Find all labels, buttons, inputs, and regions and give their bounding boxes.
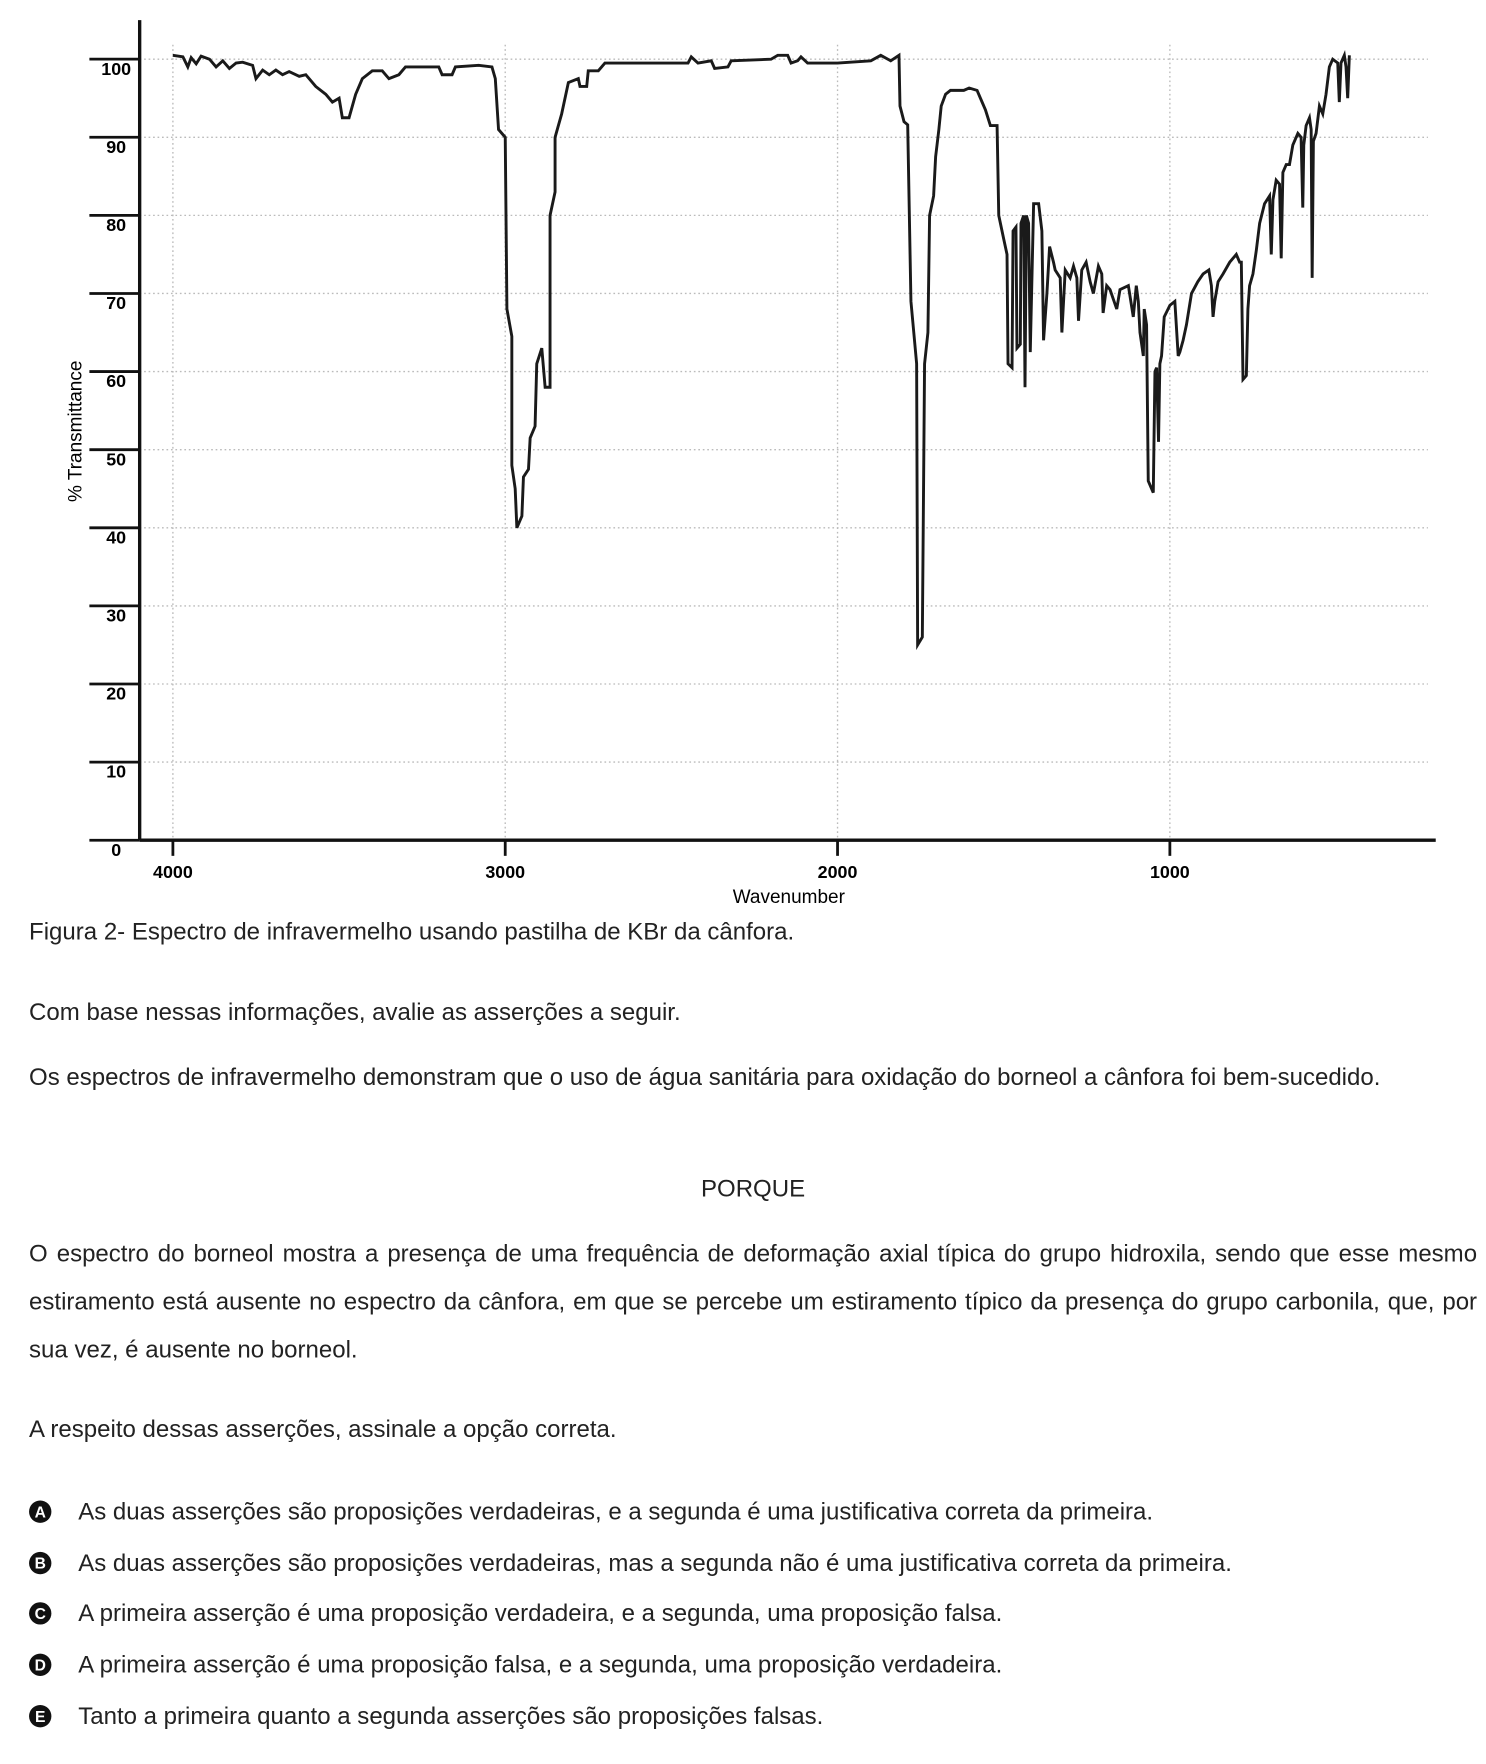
option-text: Tanto a primeira quanto a segunda asserç… — [78, 1702, 824, 1730]
option-letter: B — [29, 1551, 52, 1575]
option-text: As duas asserções são proposições verdad… — [78, 1498, 1154, 1526]
x-tick-label: 2000 — [818, 862, 858, 882]
option[interactable]: B As duas asserções são proposições verda… — [29, 1546, 1232, 1580]
y-tick-label: 70 — [106, 293, 126, 313]
y-tick-label: 0 — [111, 840, 121, 860]
connector: PORQUE — [701, 1175, 806, 1203]
y-tick-label: 20 — [106, 684, 126, 704]
option-letter: E — [29, 1704, 52, 1728]
intro: Com base nessas informações, avalie as a… — [29, 998, 681, 1026]
option[interactable]: C A primeira asserção é uma proposição ve… — [29, 1597, 1002, 1631]
option-text: As duas asserções são proposições verdad… — [78, 1549, 1232, 1577]
x-tick-label: 3000 — [485, 862, 525, 882]
option[interactable]: D A primeira asserção é uma proposição fa… — [29, 1648, 1002, 1682]
option[interactable]: A As duas asserções são proposições verda… — [29, 1495, 1153, 1529]
ir-spectrum-chart: Wavenumber % Transmittance 0 10 20 30 40 50 60… — [66, 20, 1436, 908]
x-tick-label: 1000 — [1150, 862, 1190, 882]
x-tick-label: 4000 — [153, 862, 193, 882]
option[interactable]: E Tanto a primeira quanto a segunda asser… — [29, 1699, 823, 1733]
y-tick-label: 10 — [106, 762, 126, 782]
y-tick-label: 100 — [101, 59, 131, 79]
y-axis-label: % Transmittance — [66, 361, 87, 502]
option-text: A primeira asserção é uma proposição fal… — [78, 1651, 1003, 1679]
option-text: A primeira asserção é uma proposição ver… — [78, 1599, 1003, 1627]
spectrum-line — [172, 50, 1351, 651]
assertion-1: Os espectros de infravermelho demonstram… — [29, 1063, 1381, 1091]
y-tick-label: 40 — [106, 527, 126, 547]
option-letter: C — [29, 1602, 52, 1625]
option-letter: A — [29, 1500, 52, 1523]
y-tick-label: 80 — [106, 215, 126, 235]
y-tick-label: 30 — [106, 606, 126, 626]
caption: Figura 2- Espectro de infravermelho usan… — [29, 918, 795, 946]
x-axis-label: Wavenumber — [733, 887, 845, 908]
option-letter: D — [29, 1653, 52, 1676]
assertion-2: O espectro do borneol mostra a presença … — [29, 1240, 1478, 1364]
y-tick-label: 60 — [106, 371, 126, 391]
y-tick-label: 50 — [106, 449, 126, 469]
y-tick-label: 90 — [106, 137, 126, 157]
question: A respeito dessas asserções, assinale a … — [29, 1415, 617, 1443]
